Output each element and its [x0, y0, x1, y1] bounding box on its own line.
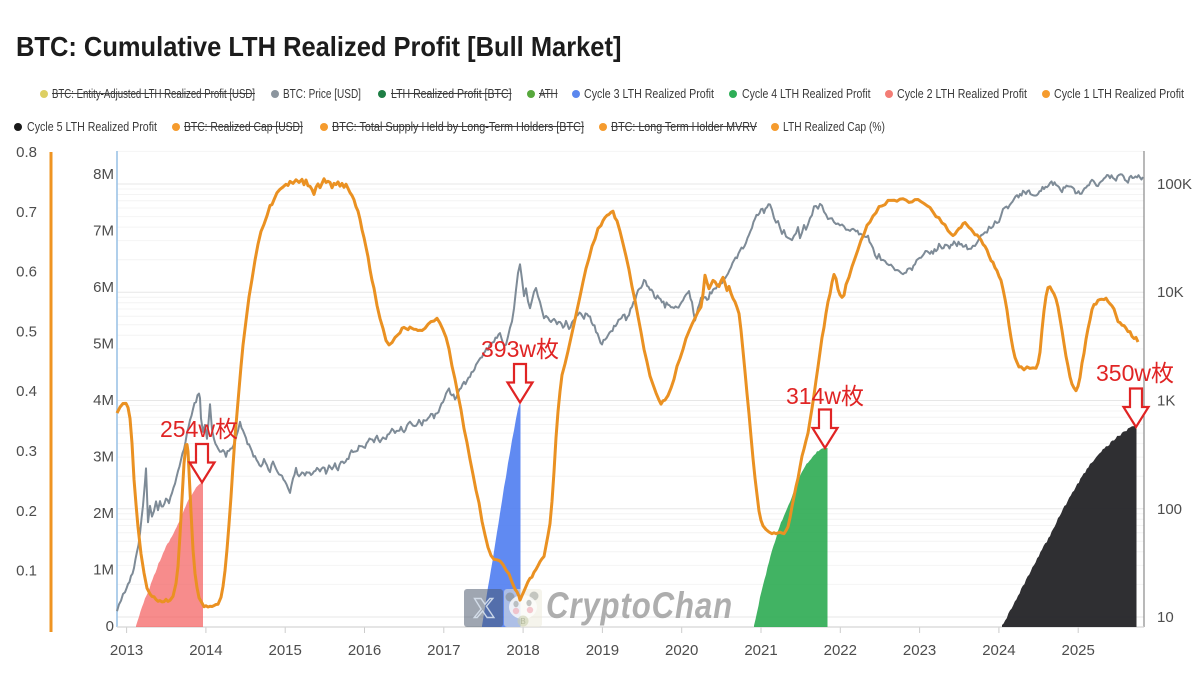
svg-text:2M: 2M — [93, 505, 114, 522]
svg-text:393w枚: 393w枚 — [481, 336, 559, 362]
svg-text:2015: 2015 — [269, 642, 302, 659]
svg-text:B: B — [520, 617, 525, 626]
svg-text:0.1: 0.1 — [16, 563, 37, 580]
svg-text:5M: 5M — [93, 336, 114, 353]
svg-text:350w枚: 350w枚 — [1096, 360, 1174, 386]
svg-text:100K: 100K — [1157, 176, 1192, 193]
svg-text:2013: 2013 — [110, 642, 143, 659]
svg-text:0.8: 0.8 — [16, 144, 37, 161]
svg-text:2017: 2017 — [427, 642, 460, 659]
svg-text:0: 0 — [106, 618, 114, 635]
svg-text:2019: 2019 — [586, 642, 619, 659]
svg-text:2016: 2016 — [348, 642, 381, 659]
svg-text:254w枚: 254w枚 — [160, 416, 238, 442]
svg-text:2022: 2022 — [824, 642, 857, 659]
svg-text:1K: 1K — [1157, 393, 1175, 410]
svg-text:0.6: 0.6 — [16, 264, 37, 281]
svg-text:1M: 1M — [93, 562, 114, 579]
svg-text:314w枚: 314w枚 — [786, 383, 864, 409]
svg-text:100: 100 — [1157, 501, 1182, 518]
svg-text:2024: 2024 — [982, 642, 1015, 659]
svg-text:7M: 7M — [93, 223, 114, 240]
svg-text:2018: 2018 — [506, 642, 539, 659]
svg-text:0.4: 0.4 — [16, 383, 37, 400]
svg-text:0.7: 0.7 — [16, 204, 37, 221]
svg-text:2021: 2021 — [744, 642, 777, 659]
svg-text:10K: 10K — [1157, 284, 1184, 301]
svg-text:6M: 6M — [93, 279, 114, 296]
svg-text:CryptoChan: CryptoChan — [546, 585, 733, 626]
svg-text:2023: 2023 — [903, 642, 936, 659]
svg-text:3M: 3M — [93, 449, 114, 466]
svg-text:0.3: 0.3 — [16, 443, 37, 460]
svg-text:4M: 4M — [93, 392, 114, 409]
svg-text:10: 10 — [1157, 609, 1174, 626]
svg-text:0.5: 0.5 — [16, 323, 37, 340]
svg-text:8M: 8M — [93, 166, 114, 183]
svg-text:0.2: 0.2 — [16, 503, 37, 520]
svg-text:2020: 2020 — [665, 642, 698, 659]
svg-text:2014: 2014 — [189, 642, 222, 659]
svg-text:2025: 2025 — [1062, 642, 1095, 659]
